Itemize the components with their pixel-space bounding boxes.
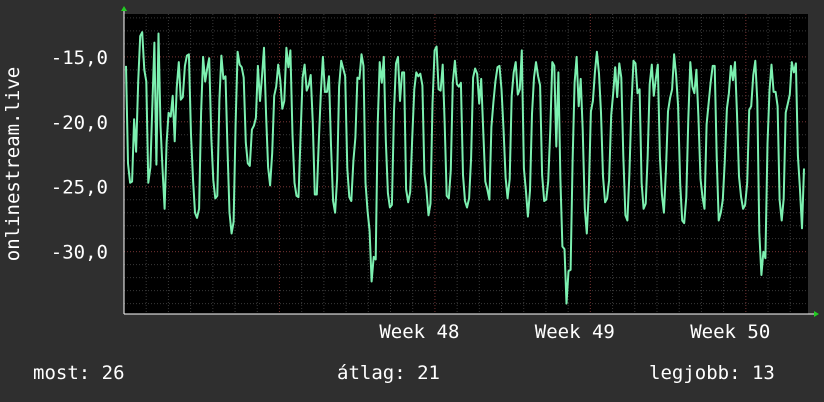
- y-tick-label: -15,0: [51, 47, 108, 69]
- y-tick-label: -20,0: [51, 112, 108, 134]
- y-tick-label: -25,0: [51, 177, 108, 199]
- x-tick-label: Week 50: [690, 321, 770, 343]
- stat-best: legjobb: 13: [649, 362, 775, 384]
- x-tick-label: Week 48: [379, 321, 459, 343]
- y-axis-label: onlinestream.live: [2, 67, 24, 261]
- x-tick-label: Week 49: [535, 321, 615, 343]
- y-axis-arrow: [121, 6, 127, 11]
- stat-average: átlag: 21: [337, 362, 440, 384]
- x-axis-arrow: [814, 311, 819, 317]
- y-tick-label: -30,0: [51, 242, 108, 264]
- stat-current: most: 26: [33, 362, 125, 384]
- series-line: [125, 31, 805, 305]
